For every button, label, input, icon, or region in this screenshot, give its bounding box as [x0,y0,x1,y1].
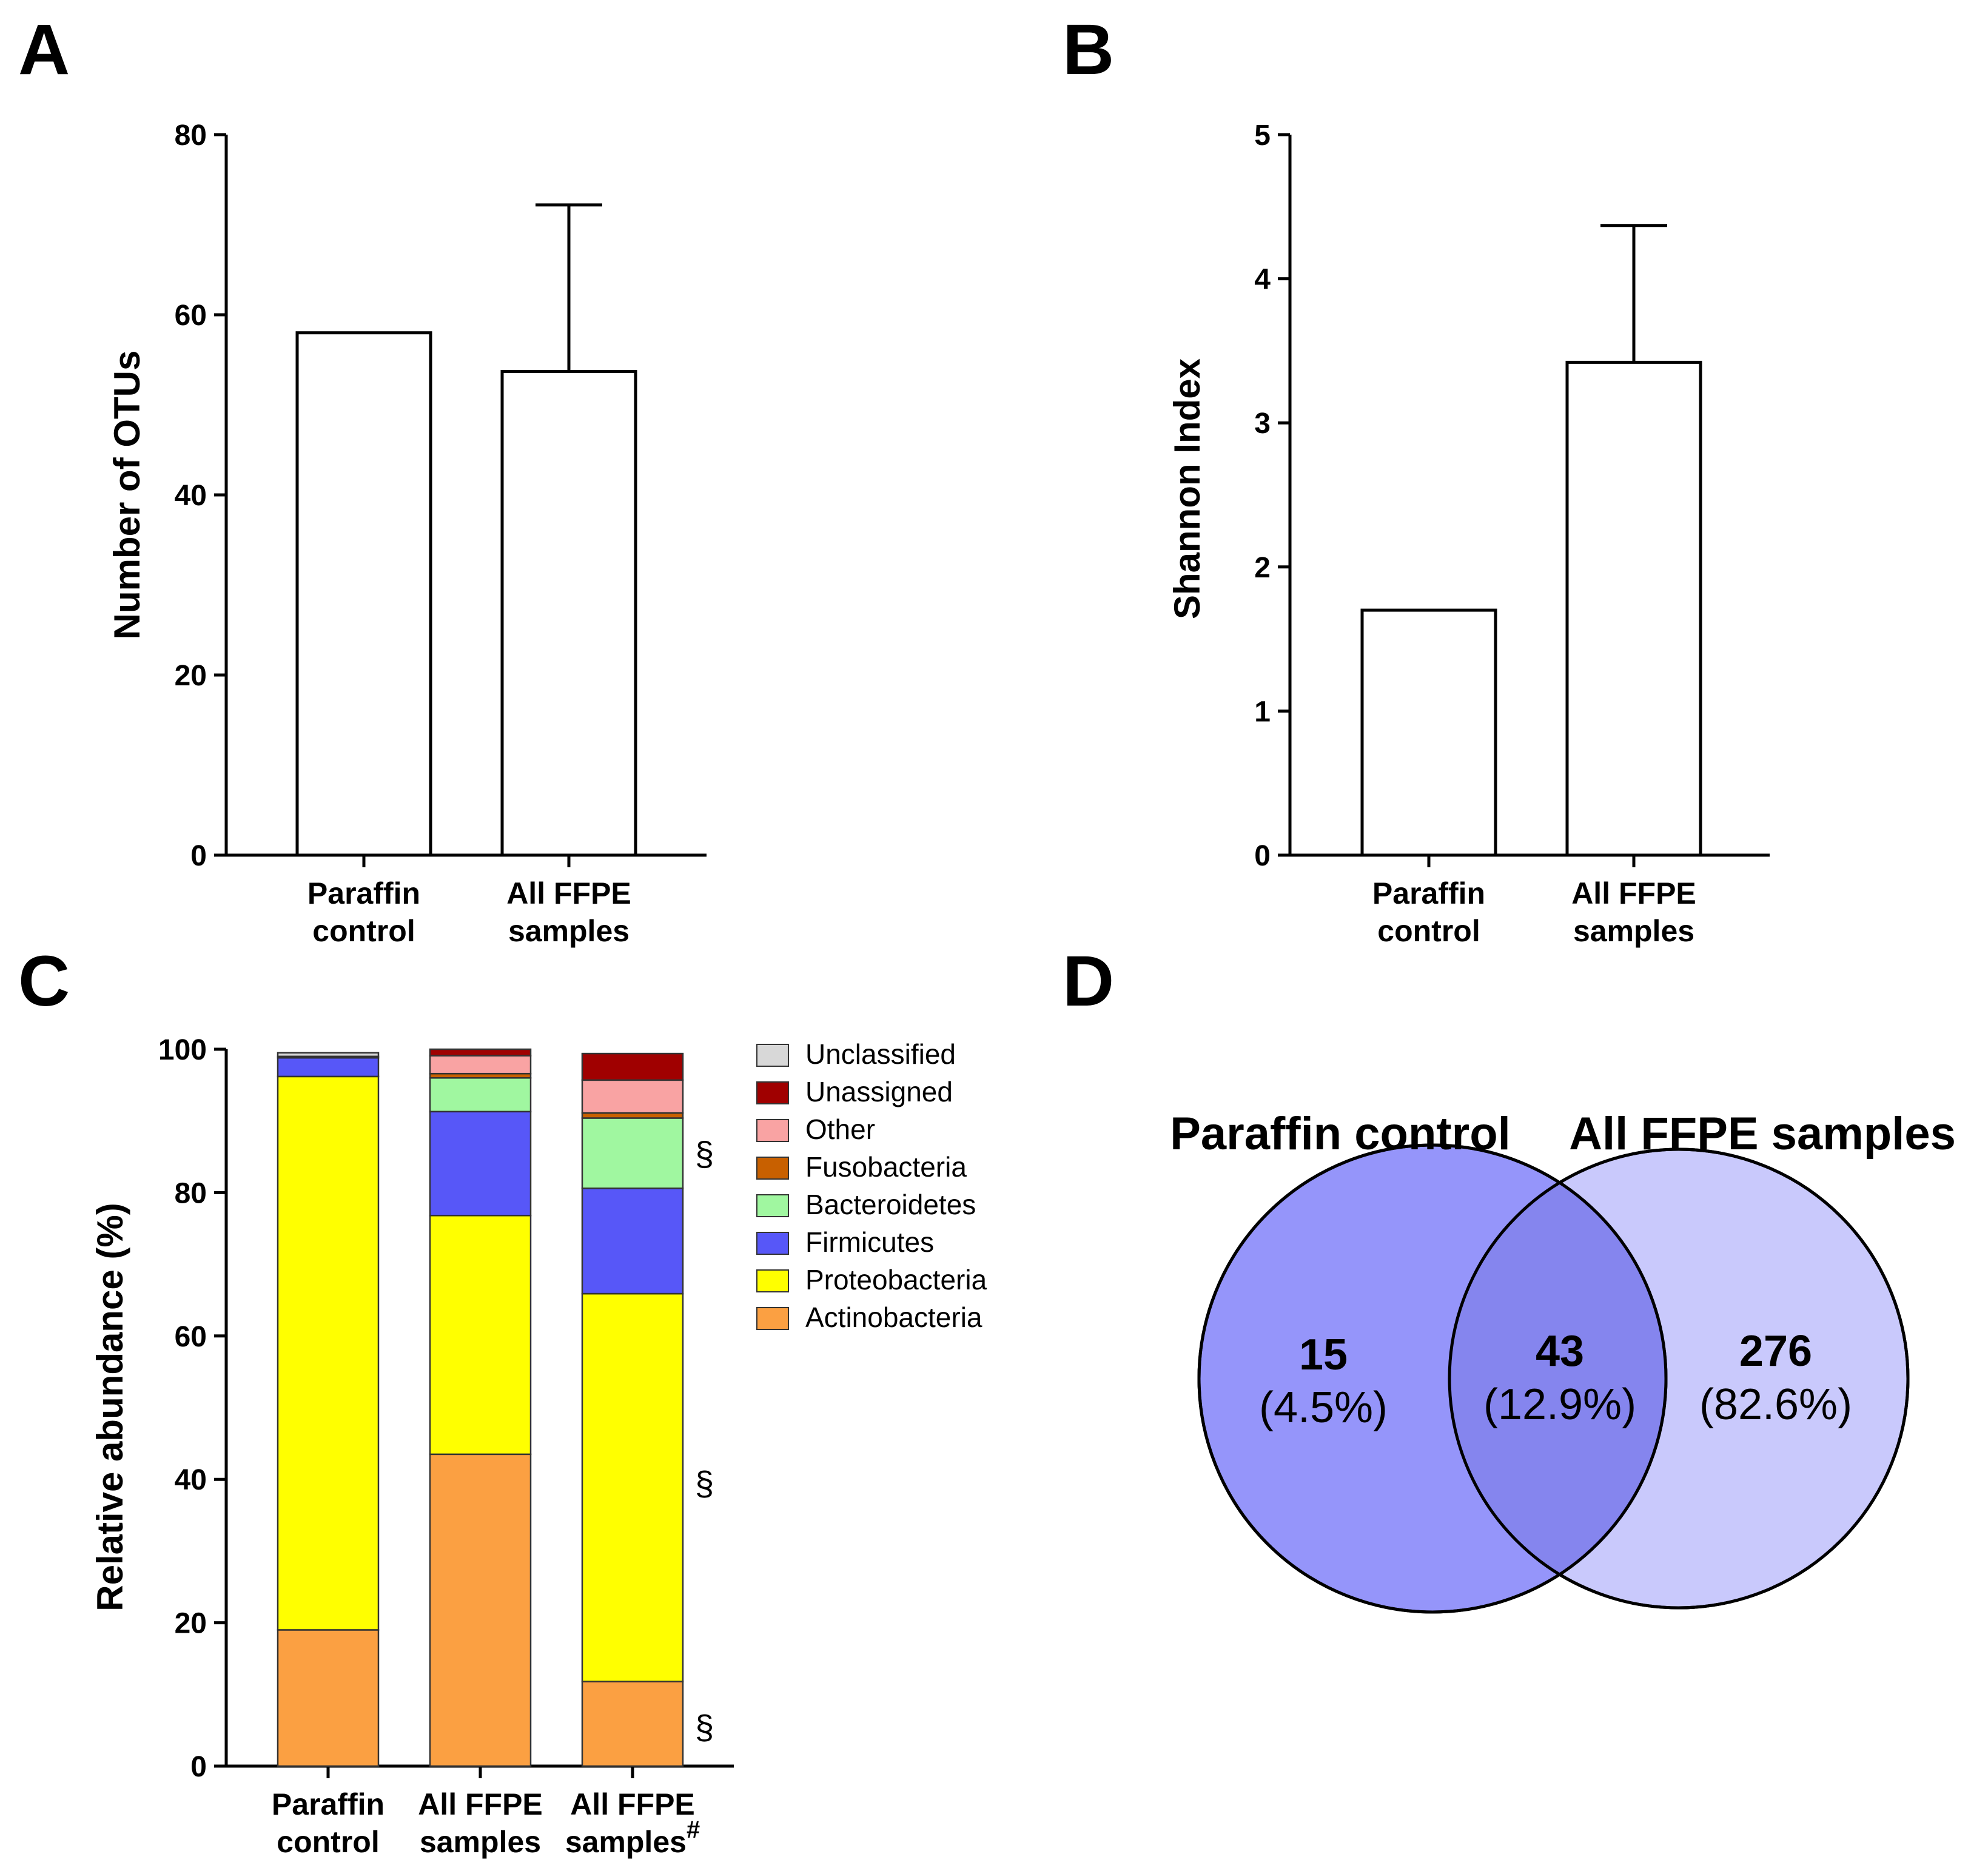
legend-label-unassigned: Unassigned [805,1076,953,1107]
stacked-segment-other [581,1079,684,1114]
x-category-label: Paraffin [307,876,420,910]
venn-label-paraffin: Paraffin control [1170,1108,1511,1160]
panel-label-b: B [1063,10,1114,90]
legend-label-proteobacteria: Proteobacteria [805,1264,987,1295]
x-category-label: samples# [565,1816,700,1859]
venn-intersection [1449,1149,1666,1608]
significance-marker: § [695,1708,714,1746]
legend-label-unclassified: Unclassified [805,1038,956,1070]
bar [500,370,637,857]
legend-swatch-other [756,1119,789,1142]
venn-count-paraffin-only: 15 [1299,1331,1348,1379]
legend-label-actinobacteria: Actinobacteria [805,1302,982,1333]
legend-label-bacteroidetes: Bacteroidetes [805,1189,976,1220]
y-axis-label: Relative abundance (%) [90,1203,130,1611]
x-category-label: All FFPE [506,876,631,910]
stacked-segment-actinobacteria [581,1681,684,1767]
y-axis-label: Number of OTUs [107,351,147,640]
legend-label-fusobacteria: Fusobacteria [805,1151,967,1183]
stacked-segment-actinobacteria [429,1453,532,1767]
x-category-label: All FFPE [1571,876,1696,910]
x-category-label: control [312,914,415,948]
panel-label-a: A [18,10,70,90]
legend-swatch-firmicutes [756,1232,789,1255]
y-tick-label: 2 [1254,552,1271,584]
stacked-segment-bacteroidetes [429,1077,532,1113]
bar [1565,360,1702,857]
venn-outline-paraffin [1197,1143,1668,1614]
legend-label-firmicutes: Firmicutes [805,1226,934,1258]
y-tick-label: 0 [1254,840,1271,872]
venn-percent-paraffin-only: (4.5%) [1259,1383,1388,1432]
stacked-segment-unclassified [277,1052,380,1058]
y-tick-label: 3 [1254,408,1271,440]
legend-swatch-unassigned [756,1081,789,1104]
y-axis-label: Shannon Index [1167,358,1207,619]
x-category-label: control [277,1825,379,1859]
y-tick-label: 20 [175,1608,207,1640]
venn-count-ffpe-only: 276 [1739,1327,1812,1376]
x-category-label: All FFPE [418,1787,543,1821]
y-tick-label: 0 [190,1751,207,1783]
chart-a-otus: 0 20 40 60 80 Number of OTUs Paraffin control Al… [107,119,707,948]
x-category-label: control [1377,914,1480,948]
x-category-label: samples [508,914,630,948]
legend-swatch-unclassified [756,1044,789,1067]
stacked-segment-proteobacteria [429,1214,532,1456]
stacked-segment-unassigned [581,1052,684,1081]
category-superscript: # [687,1816,700,1843]
venn-outline-ffpe [1448,1147,1910,1610]
venn-label-ffpe: All FFPE samples [1569,1108,1956,1160]
significance-marker: § [695,1134,714,1172]
x-category-label: samples [420,1825,541,1859]
stacked-segment-proteobacteria [581,1292,684,1682]
venn-percent-shared: (12.9%) [1483,1380,1636,1429]
stacked-segment-other [429,1055,532,1075]
stacked-segment-firmicutes [277,1057,380,1078]
bar [295,331,432,857]
y-tick-label: 60 [175,300,207,332]
x-category-label: All FFPE [570,1787,695,1821]
venn-percent-ffpe-only: (82.6%) [1699,1380,1852,1429]
chart-b-shannon: 0 1 2 3 4 5 Shannon Index Paraffin control All FF… [1167,119,1770,948]
panel-label-c: C [18,941,70,1021]
stacked-segment-proteobacteria [277,1075,380,1631]
legend-swatch-fusobacteria [756,1157,789,1180]
significance-marker: § [695,1464,714,1502]
venn-diagram: Paraffin control All FFPE samples 15 (4.… [1170,1108,1956,1614]
x-category-label: samples [1573,914,1694,948]
stacked-segment-firmicutes [429,1110,532,1217]
legend-swatch-bacteroidetes [756,1194,789,1217]
y-tick-label: 40 [175,1464,207,1496]
x-category-label: Paraffin [272,1787,385,1821]
y-tick-label: 80 [175,1177,207,1209]
chart-c-relative-abundance: 0 20 40 60 80 100 Relative abundance (%) Paraff… [90,1034,987,1859]
stacked-segment-actinobacteria [277,1629,380,1767]
x-category-label: Paraffin [1372,876,1485,910]
y-tick-label: 60 [175,1321,207,1353]
panel-label-d: D [1063,941,1114,1021]
y-tick-label: 0 [190,840,207,872]
y-tick-label: 20 [175,660,207,692]
legend-label-other: Other [805,1114,875,1145]
y-tick-label: 4 [1254,264,1271,296]
stacked-segment-firmicutes [581,1188,684,1295]
y-tick-label: 40 [175,480,207,512]
legend-swatch-actinobacteria [756,1307,789,1330]
stacked-segment-bacteroidetes [581,1117,684,1189]
y-tick-label: 1 [1254,696,1271,728]
y-tick-label: 5 [1254,119,1271,152]
y-tick-label: 80 [175,119,207,152]
legend-swatch-proteobacteria [756,1269,789,1292]
stacked-segment-unassigned [429,1048,532,1057]
y-tick-label: 100 [158,1034,207,1066]
venn-count-shared: 43 [1536,1327,1584,1376]
bar [1360,608,1497,857]
